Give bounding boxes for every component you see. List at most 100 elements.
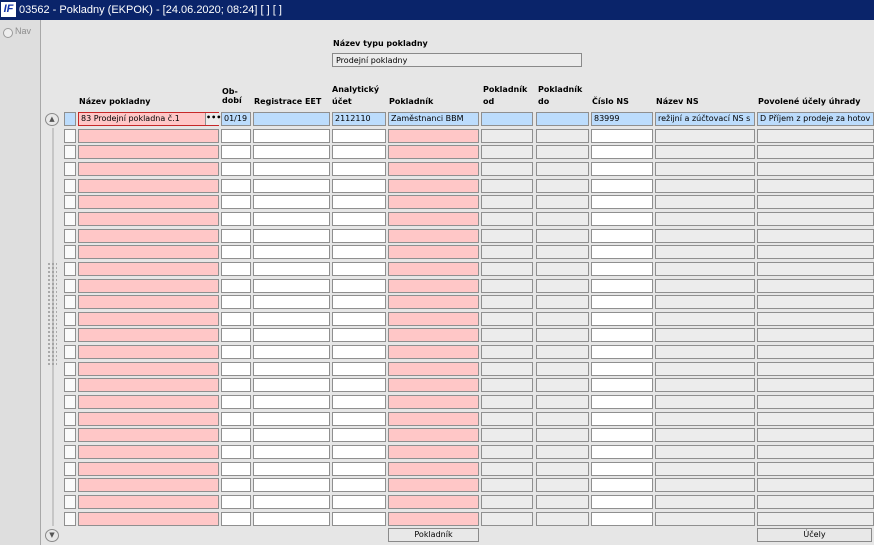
cash-name-field[interactable] — [78, 162, 219, 176]
eet-field[interactable] — [253, 229, 330, 243]
purposes-field[interactable]: D Příjem z prodeje za hotov — [757, 112, 874, 126]
cashier-from-field[interactable] — [481, 162, 533, 176]
account-field[interactable] — [332, 478, 386, 492]
period-field[interactable] — [221, 312, 251, 326]
row-selector[interactable] — [64, 179, 76, 193]
period-field[interactable] — [221, 478, 251, 492]
purposes-field[interactable] — [757, 395, 874, 409]
row-selector[interactable] — [64, 145, 76, 159]
ns-number-field[interactable] — [591, 345, 653, 359]
row-selector[interactable] — [64, 262, 76, 276]
row-selector[interactable] — [64, 395, 76, 409]
purposes-field[interactable] — [757, 345, 874, 359]
row-selector[interactable] — [64, 279, 76, 293]
ns-name-field[interactable] — [655, 462, 755, 476]
eet-field[interactable] — [253, 295, 330, 309]
period-field[interactable] — [221, 328, 251, 342]
cashier-to-field[interactable] — [536, 129, 589, 143]
eet-field[interactable] — [253, 478, 330, 492]
ns-name-field[interactable] — [655, 478, 755, 492]
purposes-field[interactable] — [757, 362, 874, 376]
purposes-field[interactable] — [757, 229, 874, 243]
cashier-to-field[interactable] — [536, 279, 589, 293]
cashier-from-field[interactable] — [481, 245, 533, 259]
cashier-field[interactable] — [388, 212, 479, 226]
row-selector[interactable] — [64, 412, 76, 426]
cash-name-field[interactable] — [78, 179, 219, 193]
cashier-to-field[interactable] — [536, 345, 589, 359]
account-field[interactable] — [332, 295, 386, 309]
row-selector[interactable] — [64, 328, 76, 342]
period-field[interactable] — [221, 262, 251, 276]
account-field[interactable] — [332, 445, 386, 459]
eet-field[interactable] — [253, 279, 330, 293]
cash-name-field[interactable] — [78, 262, 219, 276]
cashier-to-field[interactable] — [536, 162, 589, 176]
eet-field[interactable] — [253, 345, 330, 359]
cashier-from-field[interactable] — [481, 378, 533, 392]
cashier-field[interactable] — [388, 245, 479, 259]
ns-number-field[interactable] — [591, 512, 653, 526]
cashier-to-field[interactable] — [536, 179, 589, 193]
nav-radio-icon[interactable] — [3, 28, 13, 38]
ns-number-field[interactable] — [591, 328, 653, 342]
purposes-field[interactable] — [757, 195, 874, 209]
eet-field[interactable] — [253, 262, 330, 276]
period-field[interactable] — [221, 212, 251, 226]
account-field[interactable] — [332, 428, 386, 442]
cash-name-field[interactable] — [78, 478, 219, 492]
cash-name-field[interactable] — [78, 279, 219, 293]
cashier-to-field[interactable] — [536, 195, 589, 209]
account-field[interactable] — [332, 129, 386, 143]
ns-name-field[interactable] — [655, 145, 755, 159]
ns-name-field[interactable] — [655, 362, 755, 376]
eet-field[interactable] — [253, 179, 330, 193]
purposes-field[interactable] — [757, 312, 874, 326]
account-field[interactable] — [332, 412, 386, 426]
cash-name-field[interactable] — [78, 345, 219, 359]
cashier-button[interactable]: Pokladník — [388, 528, 479, 542]
row-selector[interactable] — [64, 478, 76, 492]
account-field[interactable] — [332, 179, 386, 193]
account-field[interactable] — [332, 245, 386, 259]
cashier-field[interactable]: Zaměstnanci BBM — [388, 112, 479, 126]
period-field[interactable] — [221, 162, 251, 176]
cashier-to-field[interactable] — [536, 112, 589, 126]
ns-name-field[interactable] — [655, 179, 755, 193]
cashier-field[interactable] — [388, 345, 479, 359]
ns-number-field[interactable] — [591, 229, 653, 243]
ns-name-field[interactable] — [655, 195, 755, 209]
cash-name-field[interactable] — [78, 462, 219, 476]
cash-name-field[interactable] — [78, 312, 219, 326]
purposes-field[interactable] — [757, 328, 874, 342]
ns-name-field[interactable] — [655, 295, 755, 309]
cashier-from-field[interactable] — [481, 112, 533, 126]
ns-number-field[interactable] — [591, 212, 653, 226]
period-field[interactable] — [221, 179, 251, 193]
cash-name-field[interactable] — [78, 245, 219, 259]
cashier-from-field[interactable] — [481, 312, 533, 326]
cashier-field[interactable] — [388, 428, 479, 442]
ns-name-field[interactable] — [655, 345, 755, 359]
cash-name-field[interactable] — [78, 229, 219, 243]
cashier-from-field[interactable] — [481, 229, 533, 243]
cash-name-field[interactable] — [78, 412, 219, 426]
purposes-field[interactable] — [757, 145, 874, 159]
purposes-field[interactable] — [757, 378, 874, 392]
period-field[interactable] — [221, 395, 251, 409]
ns-number-field[interactable] — [591, 179, 653, 193]
period-field[interactable]: 01/19 — [221, 112, 251, 126]
cash-name-field[interactable] — [78, 212, 219, 226]
row-selector[interactable] — [64, 295, 76, 309]
cashier-field[interactable] — [388, 412, 479, 426]
cashier-field[interactable] — [388, 229, 479, 243]
cashier-from-field[interactable] — [481, 445, 533, 459]
cashier-field[interactable] — [388, 129, 479, 143]
cashier-to-field[interactable] — [536, 229, 589, 243]
ns-number-field[interactable]: 83999 — [591, 112, 653, 126]
cashier-from-field[interactable] — [481, 262, 533, 276]
eet-field[interactable] — [253, 112, 330, 126]
purposes-field[interactable] — [757, 162, 874, 176]
account-field[interactable] — [332, 262, 386, 276]
account-field[interactable] — [332, 145, 386, 159]
